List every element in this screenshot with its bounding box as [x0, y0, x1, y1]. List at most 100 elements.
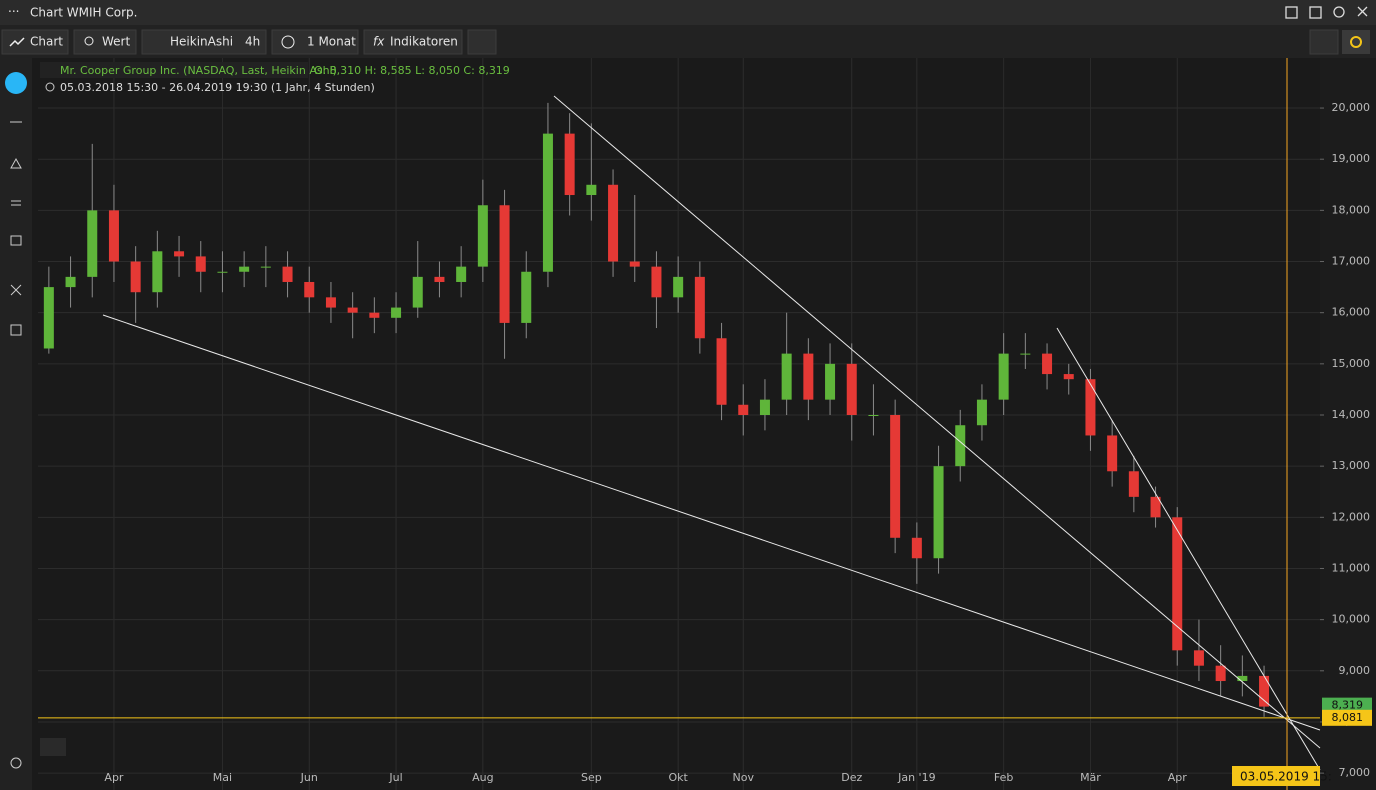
x-tick-label: Feb [994, 771, 1013, 784]
candle-body [976, 399, 987, 426]
candle-body [651, 266, 662, 298]
candle-body [369, 312, 380, 318]
candle-body [412, 276, 423, 308]
x-tick-label: Aug [472, 771, 493, 784]
candle-body [933, 466, 944, 559]
price-label: 8,081 [1332, 711, 1364, 724]
scroll-button[interactable] [40, 738, 66, 756]
candle-body [108, 210, 119, 262]
candle-body [868, 415, 879, 417]
candle-body [87, 210, 98, 277]
sidebar-icons[interactable] [10, 121, 22, 769]
y-tick-label: 11,000 [1332, 561, 1371, 574]
candle-body [1042, 353, 1053, 375]
candle-body [260, 266, 271, 268]
candle-body [217, 271, 228, 273]
x-tick-label: Mär [1080, 771, 1101, 784]
candle-body [1128, 471, 1139, 497]
style-button[interactable] [141, 29, 267, 55]
candle-body [1215, 665, 1226, 682]
candle-body [477, 205, 488, 267]
candle-body [608, 184, 619, 262]
price-label-box [1322, 709, 1372, 726]
candle-body [825, 363, 836, 400]
candles [43, 102, 1270, 717]
candle-body [130, 261, 141, 293]
trend-lines [102, 95, 1321, 771]
date-label-box [1232, 766, 1320, 786]
menu-dots[interactable]: ··· [8, 5, 19, 19]
candle-body [499, 205, 510, 323]
candle-body [325, 297, 336, 308]
price-axis [1320, 58, 1376, 790]
candle-body [1237, 675, 1248, 682]
plot-area [38, 58, 1320, 790]
x-tick-label: Jun [300, 771, 318, 784]
x-tick-label: Mai [213, 771, 232, 784]
legend-ohlc: O: 8,310 H: 8,585 L: 8,050 C: 8,319 [314, 64, 510, 77]
range-button[interactable] [271, 29, 359, 55]
candle-body [1172, 517, 1183, 651]
candle-body [1107, 435, 1118, 472]
x-tick-label: Jul [388, 771, 402, 784]
sidebar-active[interactable] [5, 72, 27, 94]
x-tick-label: Apr [1168, 771, 1188, 784]
x-tick-label: Okt [668, 771, 688, 784]
candle-body [955, 425, 966, 467]
y-tick-label: 10,000 [1332, 613, 1371, 626]
candle-body [911, 537, 922, 559]
indicators-button[interactable] [363, 29, 463, 55]
y-tick-label: 18,000 [1332, 203, 1371, 216]
indicators-label: Indikatoren [390, 35, 458, 49]
fx-icon: fx [373, 35, 385, 49]
candle-body [759, 399, 770, 416]
window-controls[interactable] [1285, 6, 1368, 19]
crosshair-date: 03.05.2019 15: [1240, 770, 1332, 784]
chart-button[interactable] [1, 29, 69, 55]
candle-body [521, 271, 532, 323]
legend-instrument: Mr. Cooper Group Inc. (NASDAQ, Last, Hei… [60, 64, 337, 77]
marker-button[interactable] [467, 29, 497, 55]
y-tick-label: 7,000 [1339, 766, 1371, 779]
candle-body [239, 266, 250, 272]
candle-body [195, 256, 206, 272]
candle-body [1259, 675, 1270, 707]
candle-body [391, 307, 402, 318]
x-tick-label: Dez [841, 771, 862, 784]
candle-body [1085, 379, 1096, 436]
candle-body [846, 363, 857, 416]
candle-body [781, 353, 792, 400]
candle-body [716, 338, 727, 405]
interval-label[interactable]: 4h [245, 35, 260, 49]
candle-body [434, 276, 445, 282]
candle-body [282, 266, 293, 282]
candle-body [564, 133, 575, 196]
candle-body [456, 266, 467, 282]
y-tick-label: 14,000 [1332, 408, 1371, 421]
style-label: HeikinAshi [170, 35, 233, 49]
price-label: 8,319 [1332, 699, 1364, 712]
wert-button[interactable] [73, 29, 137, 55]
candle-body [1020, 353, 1031, 355]
y-tick-label: 19,000 [1332, 152, 1371, 165]
title-bar [0, 0, 1376, 25]
wert-label: Wert [102, 35, 130, 49]
candle-body [347, 307, 358, 313]
candle-body [1193, 650, 1204, 666]
candle-body [673, 276, 684, 298]
legend-period: 05.03.2018 15:30 - 26.04.2019 19:30 (1 J… [60, 81, 375, 94]
candle-body [174, 251, 185, 257]
candle-body [542, 133, 553, 272]
settings-button[interactable] [1342, 30, 1370, 54]
tool-button[interactable] [1309, 29, 1339, 55]
candle-body [803, 353, 814, 400]
price-label-box [1322, 697, 1372, 714]
x-tick-label: Apr [104, 771, 124, 784]
y-tick-label: 13,000 [1332, 459, 1371, 472]
y-tick-label: 15,000 [1332, 357, 1371, 370]
y-tick-label: 20,000 [1332, 101, 1371, 114]
candle-body [890, 415, 901, 538]
y-tick-label: 16,000 [1332, 306, 1371, 319]
sidebar [0, 58, 32, 790]
candle-body [998, 353, 1009, 400]
